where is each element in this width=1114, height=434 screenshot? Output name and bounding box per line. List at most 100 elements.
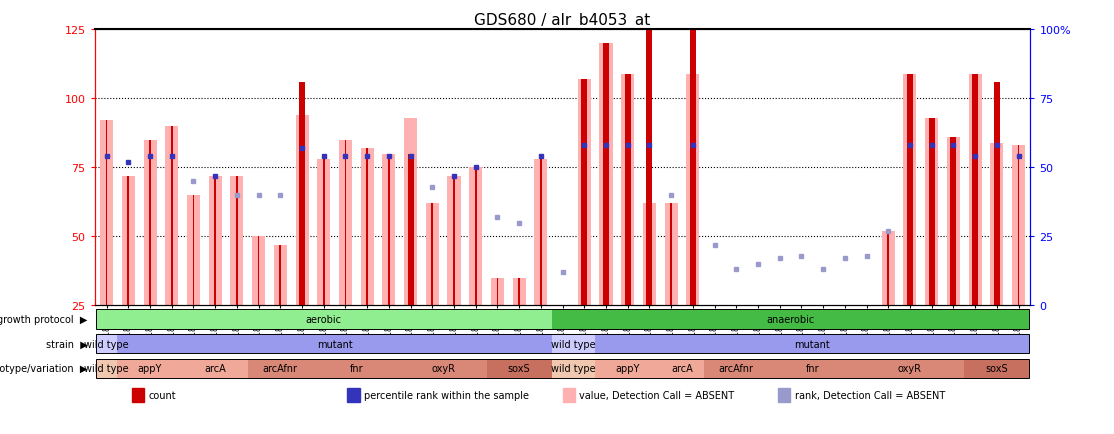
Bar <box>274 245 286 306</box>
Bar <box>860 306 873 319</box>
Bar <box>925 118 938 306</box>
Bar <box>214 176 216 306</box>
Bar <box>400 359 487 378</box>
Bar <box>556 306 569 339</box>
Text: wild type: wild type <box>551 339 596 349</box>
Bar <box>117 359 183 378</box>
Bar <box>603 44 609 306</box>
Bar <box>448 176 460 306</box>
Bar <box>1018 146 1019 306</box>
Bar <box>106 121 107 306</box>
Bar <box>661 359 704 378</box>
Bar <box>965 359 1029 378</box>
Bar <box>625 74 631 306</box>
Bar <box>947 138 960 306</box>
Bar <box>671 204 672 306</box>
Bar <box>280 245 281 306</box>
Bar <box>704 359 769 378</box>
Bar <box>844 306 846 317</box>
Bar <box>497 278 498 306</box>
Bar <box>973 74 978 306</box>
Bar <box>778 388 790 401</box>
Bar <box>817 306 830 322</box>
Bar <box>183 359 247 378</box>
Bar <box>231 176 244 306</box>
Text: fnr: fnr <box>805 364 819 374</box>
Text: soxS: soxS <box>986 364 1008 374</box>
Bar <box>512 278 526 306</box>
Bar <box>551 334 595 354</box>
Bar <box>994 83 999 306</box>
Text: aerobic: aerobic <box>305 315 342 324</box>
Bar <box>367 149 368 306</box>
Bar <box>518 278 520 306</box>
Text: strain  ▶: strain ▶ <box>46 339 88 349</box>
Bar <box>929 118 935 306</box>
Text: percentile rank within the sample: percentile rank within the sample <box>364 390 529 400</box>
Bar <box>96 334 117 354</box>
Bar <box>431 204 433 306</box>
Bar <box>535 160 547 306</box>
Bar <box>801 306 802 314</box>
Bar <box>866 306 868 319</box>
Bar <box>408 154 413 306</box>
Text: soxS: soxS <box>508 364 530 374</box>
Bar <box>96 310 551 329</box>
Bar <box>582 80 587 306</box>
Bar <box>453 176 455 306</box>
Bar <box>599 44 613 306</box>
Bar <box>563 388 575 401</box>
Text: wild type: wild type <box>551 364 596 374</box>
Bar <box>388 154 390 306</box>
Text: count: count <box>149 390 177 400</box>
Text: arcAfnr: arcAfnr <box>263 364 297 374</box>
Bar <box>361 149 373 306</box>
Bar <box>665 204 677 306</box>
Bar <box>165 127 178 306</box>
Bar <box>888 231 889 306</box>
Text: mutant: mutant <box>794 339 830 349</box>
Bar <box>643 204 656 306</box>
Text: rank, Detection Call = ABSENT: rank, Detection Call = ABSENT <box>794 390 945 400</box>
Text: appY: appY <box>138 364 163 374</box>
Bar <box>795 306 808 314</box>
Bar <box>121 176 135 306</box>
Bar <box>551 310 1029 329</box>
Bar <box>903 74 917 306</box>
Text: arcAfnr: arcAfnr <box>719 364 754 374</box>
Bar <box>856 359 965 378</box>
Bar <box>323 160 324 306</box>
Bar <box>382 154 395 306</box>
Bar <box>252 237 265 306</box>
Bar <box>595 334 1029 354</box>
Text: wild type: wild type <box>85 364 129 374</box>
Bar <box>193 196 194 306</box>
Bar <box>236 176 237 306</box>
Text: arcA: arcA <box>671 364 693 374</box>
Bar <box>779 306 781 319</box>
Bar <box>469 168 482 306</box>
Bar <box>907 74 912 306</box>
Bar <box>127 176 129 306</box>
Text: oxyR: oxyR <box>898 364 922 374</box>
Bar <box>551 359 595 378</box>
Bar <box>149 141 150 306</box>
Text: appY: appY <box>616 364 639 374</box>
Bar <box>313 359 400 378</box>
Bar <box>752 306 764 317</box>
Text: anaerobic: anaerobic <box>766 315 814 324</box>
Bar <box>758 306 759 317</box>
Text: fnr: fnr <box>350 364 363 374</box>
Bar <box>208 176 222 306</box>
Bar <box>735 306 737 314</box>
Bar <box>968 74 981 306</box>
Bar <box>881 231 895 306</box>
Bar <box>100 121 114 306</box>
Bar <box>578 80 590 306</box>
Bar <box>144 141 157 306</box>
Bar <box>348 388 360 401</box>
Bar <box>317 160 330 306</box>
Bar <box>96 359 117 378</box>
Bar <box>299 83 305 306</box>
Text: arcA: arcA <box>204 364 226 374</box>
